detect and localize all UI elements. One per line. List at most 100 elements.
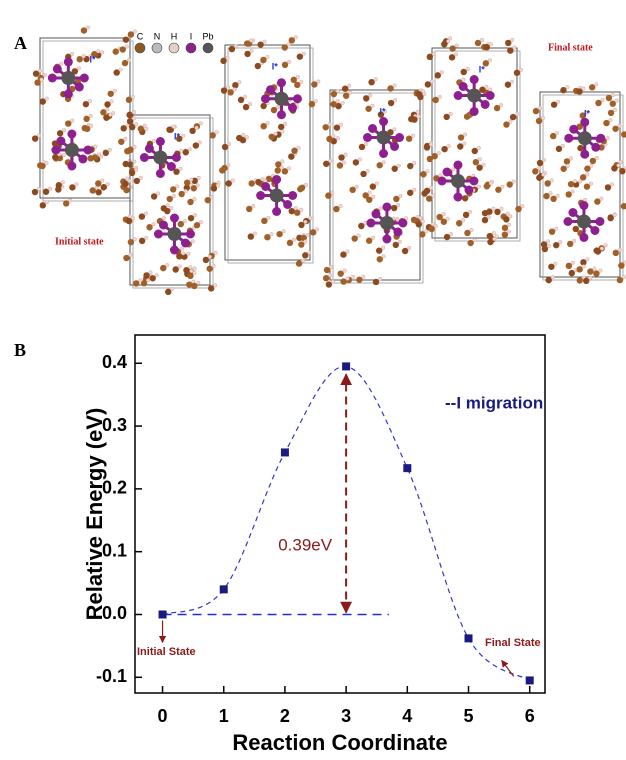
atom <box>594 198 601 205</box>
atom <box>331 134 336 139</box>
y-tick-label: 0.0 <box>102 603 127 623</box>
atom <box>536 159 544 167</box>
atom <box>241 133 246 138</box>
atom <box>448 111 453 116</box>
atom <box>257 41 264 48</box>
atom <box>368 93 373 98</box>
atom <box>127 31 135 38</box>
atom <box>144 126 149 131</box>
atom <box>379 149 389 158</box>
atom <box>356 233 361 238</box>
atom <box>193 221 201 229</box>
atom <box>515 112 520 117</box>
atom <box>592 266 597 271</box>
atom <box>61 71 76 85</box>
atom <box>363 133 373 142</box>
atom <box>292 94 302 104</box>
atom <box>283 121 288 126</box>
atom <box>449 45 456 52</box>
atom <box>286 42 291 47</box>
atom <box>281 229 286 234</box>
atom <box>210 185 218 192</box>
atom <box>118 138 125 145</box>
atom <box>151 138 156 143</box>
atom <box>187 272 194 280</box>
atom <box>451 167 456 172</box>
atom <box>95 189 102 196</box>
atom <box>565 191 572 198</box>
atom <box>121 59 129 67</box>
atom <box>56 136 66 146</box>
atom <box>186 251 191 256</box>
atom <box>127 146 134 154</box>
atom <box>322 124 329 131</box>
atom <box>42 188 50 195</box>
atom <box>264 234 271 241</box>
x-tick-label: 4 <box>402 706 412 726</box>
atom <box>143 211 148 216</box>
state-label: Final state <box>548 42 593 53</box>
atom <box>39 77 44 82</box>
atom <box>128 169 136 177</box>
atom <box>59 61 64 66</box>
atom <box>39 98 46 105</box>
atom <box>230 178 235 183</box>
atom <box>192 197 197 202</box>
atom <box>295 260 303 267</box>
atom <box>381 160 386 165</box>
atom <box>290 76 297 84</box>
atom <box>68 198 73 203</box>
atom <box>565 163 570 168</box>
atom <box>252 231 257 236</box>
atom <box>298 241 305 248</box>
atom <box>323 160 330 167</box>
atom <box>276 230 283 238</box>
atom <box>76 66 81 71</box>
atom <box>260 94 270 104</box>
atom <box>587 268 594 275</box>
atom <box>125 217 133 225</box>
atom <box>178 166 183 171</box>
atom <box>568 208 578 217</box>
atom <box>563 217 573 226</box>
atom <box>491 206 496 211</box>
atom <box>166 126 173 133</box>
atom <box>100 178 105 183</box>
atom <box>91 154 99 161</box>
atom <box>288 191 298 200</box>
atom <box>605 94 613 102</box>
atom <box>376 162 383 169</box>
structures: I* I* I* I* I* I* C N H I Pb Initial state Final sta… <box>31 25 626 296</box>
atom <box>594 155 599 160</box>
atom <box>122 36 130 43</box>
atom <box>286 239 294 247</box>
initial-label: Initial State <box>137 646 196 658</box>
legend-label: C <box>137 31 144 41</box>
atom <box>244 50 251 58</box>
atom <box>254 62 262 70</box>
atom <box>396 203 401 208</box>
atom <box>577 144 584 152</box>
atom <box>228 45 236 53</box>
atom <box>576 214 591 229</box>
atom <box>580 117 590 127</box>
atom <box>618 160 623 165</box>
atom <box>97 152 102 157</box>
atom <box>265 54 270 59</box>
atom <box>570 260 575 265</box>
atom <box>83 125 91 133</box>
atom <box>199 220 204 225</box>
atom <box>109 99 114 104</box>
atom <box>407 189 414 196</box>
atom <box>87 99 92 104</box>
atom <box>88 113 93 118</box>
atom <box>255 178 262 186</box>
atom <box>287 59 292 64</box>
atom <box>139 153 149 162</box>
atom <box>294 81 301 89</box>
atom <box>457 143 464 150</box>
y-tick-label: 0.1 <box>102 540 127 560</box>
atom <box>183 179 191 186</box>
atom <box>548 263 555 270</box>
atom <box>508 119 513 124</box>
